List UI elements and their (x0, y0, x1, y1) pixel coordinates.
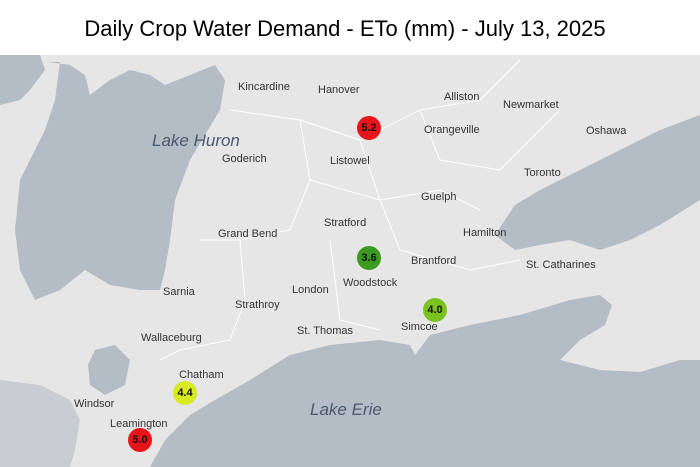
city-label: St. Catharines (526, 259, 596, 271)
station-value: 3.6 (361, 252, 376, 264)
city-label: Leamington (110, 418, 168, 430)
lake-ontario (495, 115, 700, 250)
city-label: Oshawa (586, 125, 627, 137)
lake-st-clair (88, 345, 130, 395)
detroit-river (0, 380, 80, 467)
city-label: Guelph (421, 191, 456, 203)
city-label: Chatham (179, 369, 224, 381)
city-label: Woodstock (343, 277, 398, 289)
lake-huron (15, 62, 225, 300)
station-value: 5.0 (132, 434, 147, 446)
station-marker (423, 298, 447, 322)
city-label: Goderich (222, 153, 267, 165)
station-value: 4.4 (177, 387, 193, 399)
city-label: Listowel (330, 155, 370, 167)
city-label: Simcoe (401, 321, 438, 333)
city-label: Windsor (74, 398, 115, 410)
city-label: Wallaceburg (141, 332, 202, 344)
city-label: London (292, 284, 329, 296)
city-label: Toronto (524, 167, 561, 179)
city-label: Newmarket (503, 99, 559, 111)
city-label: Hamilton (463, 227, 506, 239)
city-label: Brantford (411, 255, 456, 267)
city-label: Kincardine (238, 81, 290, 93)
city-label: Stratford (324, 217, 366, 229)
boundaries (159, 59, 561, 361)
city-label: Sarnia (163, 286, 196, 298)
lake-label: Lake Erie (310, 400, 382, 419)
city-label: Alliston (444, 91, 479, 103)
city-label: St. Thomas (297, 325, 354, 337)
station-value: 4.0 (427, 304, 442, 316)
city-label: Hanover (318, 84, 360, 96)
city-label: Grand Bend (218, 228, 277, 240)
lake-label: Lake Huron (152, 131, 240, 150)
city-label: Orangeville (424, 124, 480, 136)
station-marker (357, 246, 381, 270)
lake-erie (150, 295, 700, 467)
city-label: Strathroy (235, 299, 280, 311)
station-marker (173, 381, 197, 405)
water (0, 55, 45, 105)
station-marker (357, 116, 381, 140)
station-value: 5.2 (361, 122, 376, 134)
title: Daily Crop Water Demand - ETo (mm) - Jul… (84, 16, 605, 41)
station-marker (128, 428, 152, 452)
